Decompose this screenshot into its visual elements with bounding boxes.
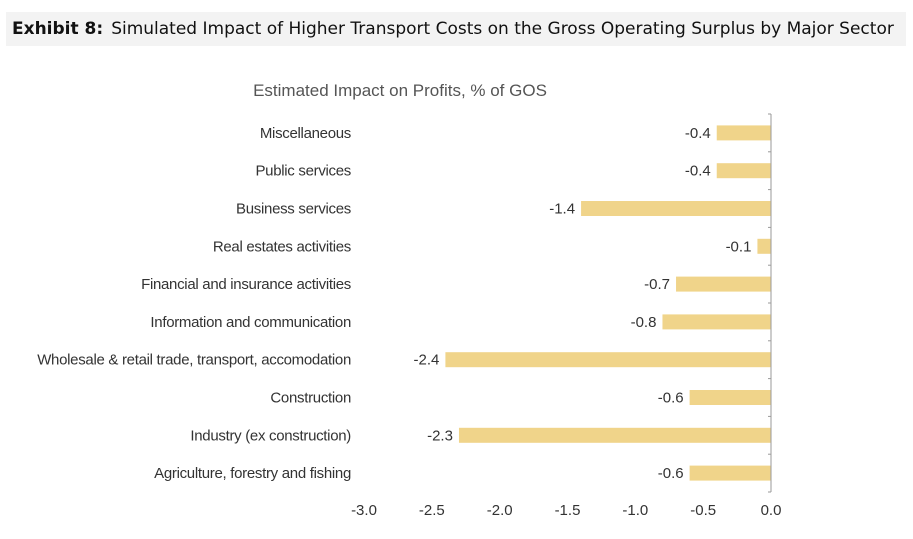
bar	[458, 427, 771, 443]
category-label: Information and communication	[150, 314, 351, 331]
axis-group: -3.0 -2.5 -2.0 -1.5 -1.0 -0.5 0.0	[351, 113, 782, 519]
category-label: Miscellaneous	[260, 125, 351, 142]
bar	[662, 314, 771, 330]
bar	[689, 390, 771, 405]
x-tick-label: 0.0	[761, 502, 782, 519]
value-label: -0.4	[685, 125, 711, 142]
category-label: Public services	[255, 163, 351, 180]
value-label: -0.7	[644, 276, 670, 293]
value-label: -0.6	[658, 465, 684, 482]
x-tick-label: -0.5	[690, 502, 716, 519]
value-label: -2.3	[427, 427, 453, 444]
bar	[581, 201, 771, 216]
bar	[716, 163, 771, 179]
value-label: -0.8	[631, 314, 657, 331]
bars-group	[445, 125, 771, 481]
category-label: Financial and insurance activities	[141, 276, 351, 293]
category-label: Business services	[236, 201, 351, 218]
x-tick-label: -2.5	[419, 502, 445, 519]
value-label: -2.4	[414, 352, 440, 369]
exhibit-label: Exhibit 8:	[12, 19, 104, 39]
chart-title: Estimated Impact on Profits, % of GOS	[253, 81, 547, 100]
x-tick-label: -1.0	[622, 502, 648, 519]
category-label: Construction	[270, 390, 351, 407]
category-label: Wholesale & retail trade, transport, acc…	[37, 352, 351, 369]
category-labels-group: Miscellaneous Public services Business ser…	[37, 125, 351, 482]
bar	[676, 276, 771, 292]
exhibit-title: Simulated Impact of Higher Transport Cos…	[111, 19, 894, 39]
category-label: Agriculture, forestry and fishing	[154, 465, 351, 482]
x-tick-label: -1.5	[555, 502, 581, 519]
value-label: -0.6	[658, 390, 684, 407]
bar	[716, 125, 771, 141]
bar	[689, 465, 771, 481]
x-tick-label: -3.0	[351, 502, 377, 519]
bar	[445, 352, 771, 368]
bar	[757, 238, 771, 254]
x-tick-label: -2.0	[487, 502, 513, 519]
value-label: -0.4	[685, 163, 711, 180]
exhibit-header: Exhibit 8: Simulated Impact of Higher Tr…	[6, 12, 906, 46]
value-label: -1.4	[549, 201, 575, 218]
value-label: -0.1	[726, 238, 752, 255]
category-label: Real estates activities	[213, 238, 351, 255]
category-label: Industry (ex construction)	[190, 427, 351, 444]
value-labels-group: -0.4 -0.4 -1.4 -0.1 -0.7 -0.8 -2.4 -0.6 -2.3 -0.6	[414, 125, 752, 482]
